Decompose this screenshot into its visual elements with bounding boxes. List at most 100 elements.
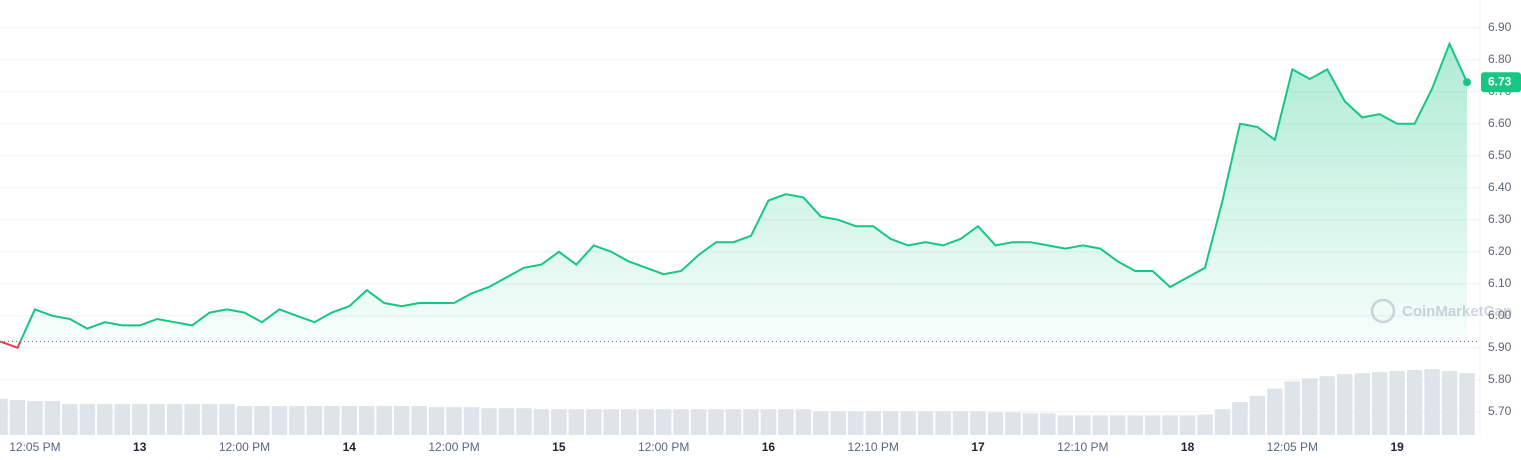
volume-bar: [1406, 370, 1423, 435]
volume-bar: [673, 409, 689, 435]
x-tick-label: 12:05 PM: [1267, 440, 1318, 454]
volume-bar: [900, 411, 916, 435]
volume-bar: [1232, 402, 1248, 435]
x-tick-label: 12:10 PM: [1057, 440, 1108, 454]
last-point: [1463, 78, 1471, 87]
volume-bar: [1441, 371, 1458, 435]
volume-bar: [289, 406, 305, 435]
watermark-logo: [1370, 298, 1396, 324]
volume-bar: [970, 411, 986, 435]
volume-bar: [813, 411, 829, 435]
x-tick-label: 15: [552, 440, 566, 454]
volume-bar: [62, 404, 78, 435]
volume-bar: [1179, 415, 1196, 435]
volume-bar: [987, 412, 1004, 435]
volume-bar: [743, 409, 759, 435]
volume-bar: [655, 409, 672, 435]
volume-bar: [1057, 415, 1074, 435]
volume-bar: [79, 404, 96, 435]
volume-bar: [324, 406, 340, 435]
volume-bar: [795, 409, 812, 435]
volume-bar: [0, 398, 8, 435]
volume-bar: [114, 404, 130, 435]
volume-bar: [131, 404, 148, 435]
volume-bar: [1075, 415, 1091, 435]
y-tick-label: 6.60: [1488, 116, 1512, 130]
volume-bar: [44, 400, 61, 435]
volume-bar: [1354, 373, 1370, 435]
y-tick-label: 6.20: [1488, 244, 1512, 258]
volume-bar: [1267, 388, 1283, 435]
volume-bar: [97, 404, 113, 435]
price-area: [20, 43, 1467, 342]
y-tick-label: 6.10: [1488, 276, 1512, 290]
volume-bar: [725, 409, 742, 435]
volume-bar: [533, 409, 550, 435]
volume-bar: [9, 399, 26, 435]
volume-bar: [708, 409, 724, 435]
volume-bar: [306, 406, 323, 435]
x-tick-label: 14: [343, 440, 357, 454]
volume-bar: [1197, 414, 1213, 435]
price-badge: [1481, 72, 1521, 93]
volume-bar: [1319, 376, 1336, 435]
x-tick-label: 12:05 PM: [9, 440, 60, 454]
volume-bar: [1092, 415, 1108, 435]
volume-bar: [271, 406, 288, 435]
x-tick-label: 12:00 PM: [428, 440, 479, 454]
volume-bar: [952, 411, 969, 435]
y-tick-label: 5.80: [1488, 372, 1512, 386]
volume-bar: [1371, 372, 1388, 435]
volume-bar: [341, 406, 358, 435]
volume-bar: [1127, 415, 1143, 435]
volume-bar: [1424, 369, 1440, 435]
volume-bar: [638, 409, 654, 435]
volume-bar: [935, 411, 951, 435]
volume-bar: [1302, 378, 1318, 435]
volume-bar: [498, 408, 515, 435]
volume-bar: [830, 411, 847, 435]
volume-bar: [1005, 412, 1021, 435]
volume-bar: [1144, 415, 1161, 435]
volume-bar: [481, 408, 497, 435]
x-tick-label: 18: [1181, 440, 1195, 454]
x-tick-label: 19: [1390, 440, 1404, 454]
volume-bar: [1337, 374, 1353, 435]
volume-bar: [376, 406, 392, 435]
volume-bar: [446, 407, 462, 435]
watermark: CoinMarketCap: [1370, 298, 1512, 324]
volume-bar: [236, 406, 253, 435]
y-tick-label: 6.40: [1488, 180, 1512, 194]
watermark-text: CoinMarketCap: [1402, 303, 1512, 320]
volume-bar: [1162, 415, 1178, 435]
x-tick-label: 13: [133, 440, 147, 454]
volume-bar: [219, 404, 235, 435]
y-tick-label: 6.90: [1488, 20, 1512, 34]
volume-bar: [882, 411, 899, 435]
volume-bar: [1389, 371, 1405, 435]
volume-bar: [1249, 395, 1266, 435]
volume-bar: [603, 409, 619, 435]
volume-bar: [1284, 381, 1301, 435]
volume-bar: [1214, 409, 1231, 435]
volume-bar: [463, 407, 480, 435]
volume-bar: [848, 411, 864, 435]
volume-bar: [516, 408, 532, 435]
volume-bar: [254, 406, 270, 435]
volume-bar: [393, 406, 410, 435]
volume-bar: [551, 409, 567, 435]
volume-bar: [620, 409, 637, 435]
y-tick-label: 6.00: [1488, 308, 1512, 322]
y-tick-label: 6.50: [1488, 148, 1512, 162]
volume-bar: [1459, 373, 1475, 435]
y-tick-label: 5.70: [1488, 404, 1512, 418]
volume-bar: [917, 411, 934, 435]
volume-bar: [760, 409, 777, 435]
x-tick-label: 16: [762, 440, 776, 454]
y-tick-label: 6.80: [1488, 52, 1512, 66]
volume-bar: [149, 404, 165, 435]
volume-bar: [586, 409, 602, 435]
price-line: [0, 41, 1468, 342]
